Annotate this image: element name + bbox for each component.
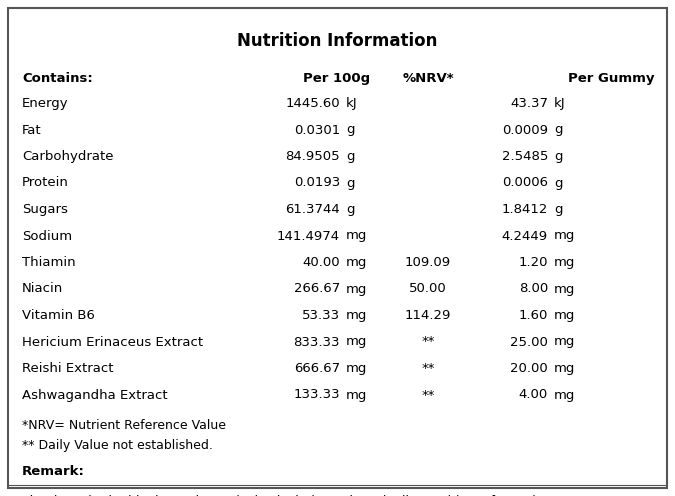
Text: Per Gummy: Per Gummy: [568, 72, 655, 85]
Text: Per 100g: Per 100g: [303, 72, 370, 85]
Text: 4.2449: 4.2449: [502, 230, 548, 243]
Text: mg: mg: [554, 256, 575, 269]
Text: Thiamin: Thiamin: [22, 256, 76, 269]
Text: Sodium: Sodium: [22, 230, 72, 243]
Text: mg: mg: [554, 230, 575, 243]
Text: 61.3744: 61.3744: [286, 203, 340, 216]
Text: Hericium Erinaceus Extract: Hericium Erinaceus Extract: [22, 335, 203, 349]
Text: Vitamin B6: Vitamin B6: [22, 309, 95, 322]
Text: **: **: [421, 335, 435, 349]
Text: Sugars: Sugars: [22, 203, 68, 216]
Text: 833.33: 833.33: [294, 335, 340, 349]
Text: mg: mg: [346, 335, 367, 349]
Text: mg: mg: [554, 335, 575, 349]
Text: g: g: [554, 177, 562, 189]
Text: mg: mg: [346, 256, 367, 269]
Text: Niacin: Niacin: [22, 283, 63, 296]
Text: 2.5485: 2.5485: [502, 150, 548, 163]
Text: *NRV= Nutrient Reference Value: *NRV= Nutrient Reference Value: [22, 419, 226, 432]
Text: mg: mg: [346, 362, 367, 375]
Text: 25.00: 25.00: [510, 335, 548, 349]
Text: g: g: [554, 203, 562, 216]
Text: mg: mg: [346, 230, 367, 243]
Text: Remark:: Remark:: [22, 465, 85, 478]
Text: 266.67: 266.67: [294, 283, 340, 296]
Text: 0.0193: 0.0193: [294, 177, 340, 189]
Text: %NRV*: %NRV*: [402, 72, 454, 85]
Text: 40.00: 40.00: [302, 256, 340, 269]
Text: Nutrition Information: Nutrition Information: [238, 32, 437, 50]
Text: 4.00: 4.00: [519, 388, 548, 401]
Text: Energy: Energy: [22, 97, 69, 110]
Text: Reishi Extract: Reishi Extract: [22, 362, 113, 375]
Text: 20.00: 20.00: [510, 362, 548, 375]
Text: Carbohydrate: Carbohydrate: [22, 150, 113, 163]
Text: mg: mg: [346, 309, 367, 322]
Text: 133.33: 133.33: [294, 388, 340, 401]
Text: g: g: [346, 203, 354, 216]
Text: The datas in the blank are theoretical calculation value. Finally Nutrition Info: The datas in the blank are theoretical c…: [22, 495, 551, 496]
Text: 53.33: 53.33: [302, 309, 340, 322]
Text: mg: mg: [346, 283, 367, 296]
Text: 0.0009: 0.0009: [502, 124, 548, 136]
Text: Fat: Fat: [22, 124, 42, 136]
Text: mg: mg: [554, 362, 575, 375]
Text: ** Daily Value not established.: ** Daily Value not established.: [22, 439, 213, 452]
Text: **: **: [421, 362, 435, 375]
Text: 0.0301: 0.0301: [294, 124, 340, 136]
Text: 1445.60: 1445.60: [286, 97, 340, 110]
Text: mg: mg: [554, 388, 575, 401]
Text: 84.9505: 84.9505: [286, 150, 340, 163]
Text: 1.60: 1.60: [518, 309, 548, 322]
Text: 114.29: 114.29: [405, 309, 451, 322]
Text: kJ: kJ: [346, 97, 358, 110]
Text: g: g: [554, 150, 562, 163]
Text: **: **: [421, 388, 435, 401]
Text: mg: mg: [554, 283, 575, 296]
Text: g: g: [554, 124, 562, 136]
Text: 1.8412: 1.8412: [502, 203, 548, 216]
Text: mg: mg: [554, 309, 575, 322]
Text: Ashwagandha Extract: Ashwagandha Extract: [22, 388, 167, 401]
Text: Protein: Protein: [22, 177, 69, 189]
Text: g: g: [346, 124, 354, 136]
Text: Contains:: Contains:: [22, 72, 92, 85]
Text: 141.4974: 141.4974: [277, 230, 340, 243]
Text: 666.67: 666.67: [294, 362, 340, 375]
Text: mg: mg: [346, 388, 367, 401]
Text: kJ: kJ: [554, 97, 566, 110]
Text: 8.00: 8.00: [519, 283, 548, 296]
Text: 50.00: 50.00: [409, 283, 447, 296]
Text: g: g: [346, 150, 354, 163]
Text: 109.09: 109.09: [405, 256, 451, 269]
Text: 43.37: 43.37: [510, 97, 548, 110]
Text: g: g: [346, 177, 354, 189]
Text: 1.20: 1.20: [518, 256, 548, 269]
Text: 0.0006: 0.0006: [502, 177, 548, 189]
